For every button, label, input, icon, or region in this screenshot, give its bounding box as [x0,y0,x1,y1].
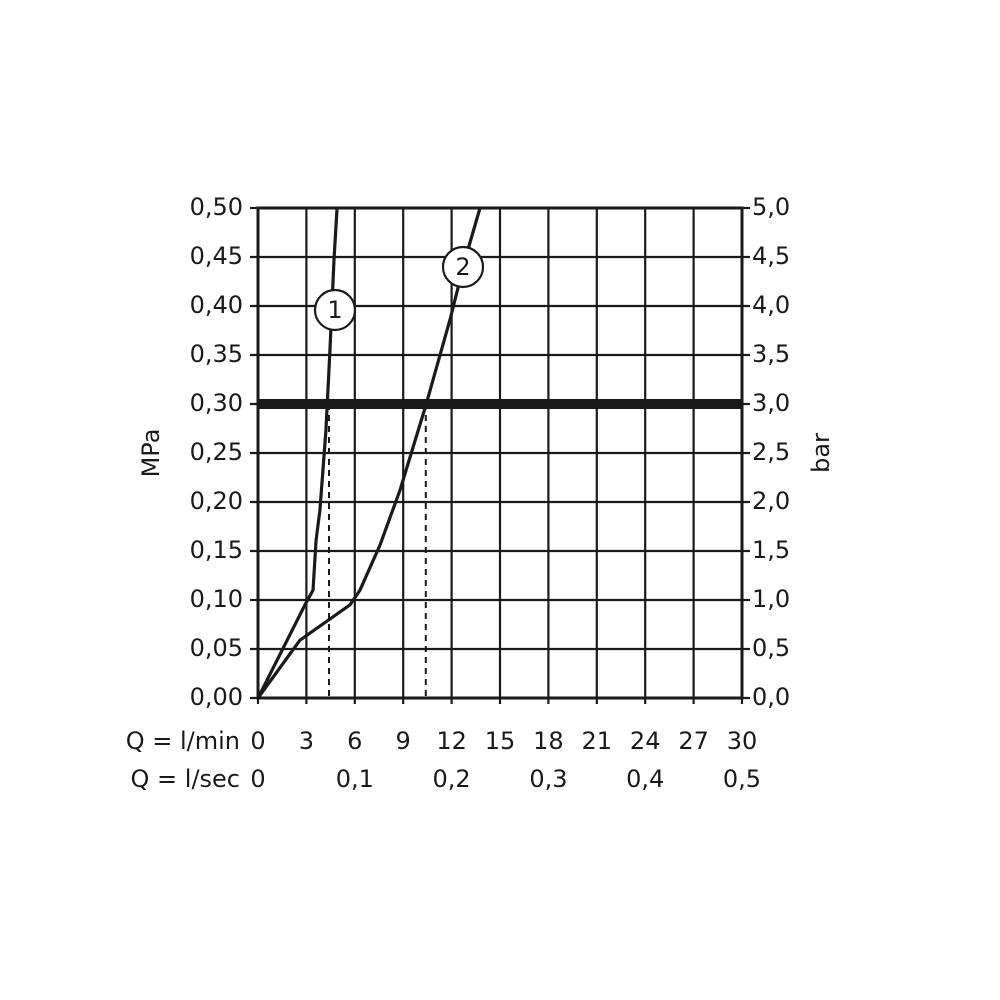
x-tick-label: 18 [533,727,564,755]
x2-tick-label: 0,1 [336,765,374,793]
y2-tick-label: 3,5 [752,340,790,368]
series-label-circle [441,245,485,289]
x-tick-label: 30 [727,727,758,755]
y-tick-label: 0,05 [190,634,243,662]
y-tick-label: 0,15 [190,536,243,564]
y-tick-label: 0,00 [190,683,243,711]
x-tick-label: 15 [485,727,516,755]
y2-tick-label: 1,0 [752,585,790,613]
y2-tick-label: 2,5 [752,438,790,466]
y2-tick-label: 3,0 [752,389,790,417]
x-tick-label: 9 [396,727,411,755]
y2-tick-label: 5,0 [752,193,790,221]
y-tick-label: 0,30 [190,389,243,417]
x2-tick-label: 0,2 [433,765,471,793]
y-tick-label: 0,45 [190,242,243,270]
x-tick-label: 27 [678,727,709,755]
series-label: 2 [455,253,470,281]
y-tick-label: 0,50 [190,193,243,221]
y2-tick-label: 4,5 [752,242,790,270]
x-axis-label: Q = l/min [126,727,240,755]
x-tick-label: 3 [299,727,314,755]
x2-tick-label: 0,3 [529,765,567,793]
x-tick-label: 24 [630,727,661,755]
y-tick-label: 0,10 [190,585,243,613]
x2-axis-label: Q = l/sec [131,765,240,793]
series-line [256,207,482,699]
y-tick-label: 0,35 [190,340,243,368]
y2-tick-label: 1,5 [752,536,790,564]
x-tick-label: 6 [347,727,362,755]
x2-tick-label: 0,5 [723,765,761,793]
y-tick-label: 0,40 [190,291,243,319]
y2-tick-label: 2,0 [752,487,790,515]
x2-tick-label: 0,4 [626,765,664,793]
plot-frame [256,206,744,700]
series-label: 1 [327,296,342,324]
y2-axis-label: bar [807,433,835,473]
y-tick-label: 0,20 [190,487,243,515]
series-label-circle [313,288,357,332]
y2-tick-label: 4,0 [752,291,790,319]
x-tick-label: 21 [582,727,613,755]
x2-tick-label: 0 [250,765,265,793]
y2-tick-label: 0,0 [752,683,790,711]
x-tick-label: 0 [250,727,265,755]
y2-tick-label: 0,5 [752,634,790,662]
y-tick-label: 0,25 [190,438,243,466]
x-tick-label: 12 [436,727,467,755]
y-axis-label: MPa [137,429,165,478]
